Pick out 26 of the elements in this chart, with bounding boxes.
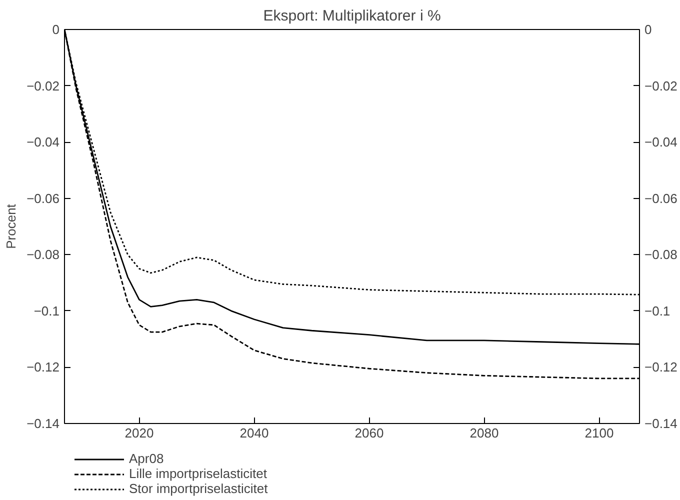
y-axis-title: Procent <box>4 204 19 249</box>
y2-tick-label: −0.12 <box>644 360 678 375</box>
legend-label: Lille importpriselasticitet <box>129 466 267 481</box>
x-tick-label: 2020 <box>124 426 154 440</box>
y-tick-label: −0.04 <box>26 134 60 150</box>
x-tick-label: 2080 <box>470 426 499 440</box>
y-tick-label: −0.02 <box>26 78 60 94</box>
y-tick-label: −0.08 <box>26 247 60 262</box>
x-tick-label: 2040 <box>240 426 269 440</box>
y2-tick-label: −0.14 <box>644 416 678 431</box>
y-tick-label: −0.12 <box>26 360 60 375</box>
legend-label: Apr08 <box>129 451 164 466</box>
y2-tick-label: −0.1 <box>644 303 670 318</box>
y-tick-label: 0 <box>52 22 60 37</box>
chart-title: Eksport: Multiplikatorer i % <box>263 8 441 24</box>
y2-tick-label: 0 <box>644 22 652 37</box>
y2-tick-label: −0.04 <box>644 134 678 150</box>
y-tick-label: −0.06 <box>26 190 60 206</box>
y-tick-label: −0.1 <box>34 303 60 318</box>
y2-tick-label: −0.06 <box>644 190 678 206</box>
y2-tick-label: −0.08 <box>644 247 678 262</box>
legend-label: Stor importpriselasticitet <box>129 481 268 496</box>
x-tick-label: 2060 <box>354 426 384 440</box>
y-tick-label: −0.14 <box>26 416 60 431</box>
x-tick-label: 2100 <box>584 426 614 440</box>
y2-tick-label: −0.02 <box>644 78 678 94</box>
